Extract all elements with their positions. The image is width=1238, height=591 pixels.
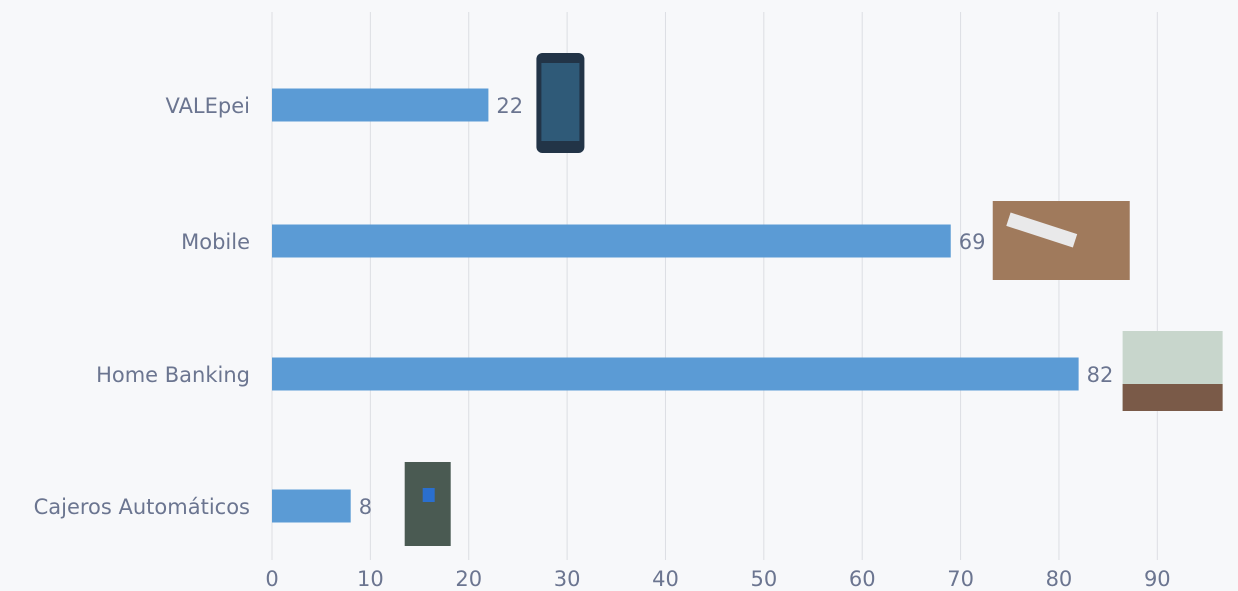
x-tick-label: 80: [1046, 567, 1073, 591]
atm-icon: [404, 462, 451, 546]
x-tick-label: 50: [750, 567, 777, 591]
x-tick-label: 90: [1144, 567, 1171, 591]
data-label: 8: [359, 495, 372, 519]
x-tick-label: 60: [849, 567, 876, 591]
y-tick-label: Mobile: [181, 230, 250, 254]
y-tick-label: VALEpei: [166, 94, 250, 118]
x-tick-label: 40: [652, 567, 679, 591]
bar: [272, 357, 1079, 391]
phone-screen: [541, 63, 580, 141]
x-tick-label: 10: [357, 567, 384, 591]
mobile-photo-phone: [1006, 212, 1078, 248]
bar: [272, 489, 351, 523]
x-tick-label: 0: [265, 567, 278, 591]
y-tick-label: Cajeros Automáticos: [34, 495, 250, 519]
x-tick-label: 70: [947, 567, 974, 591]
x-tick-label: 20: [455, 567, 482, 591]
data-label: 69: [959, 230, 986, 254]
data-label: 22: [496, 94, 523, 118]
bar: [272, 88, 489, 122]
x-tick-label: 30: [554, 567, 581, 591]
data-label: 82: [1087, 363, 1114, 387]
y-tick-label: Home Banking: [96, 363, 250, 387]
bar: [272, 224, 951, 258]
banking-photo-sofa: [1122, 384, 1223, 411]
atm-screen: [422, 488, 435, 502]
